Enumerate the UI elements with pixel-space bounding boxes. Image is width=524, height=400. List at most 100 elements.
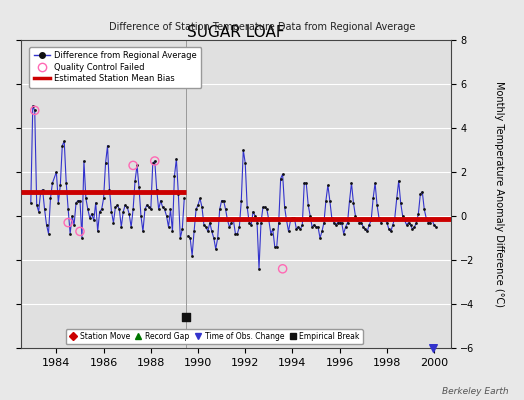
Point <box>414 210 422 217</box>
Point <box>113 202 122 208</box>
Point <box>322 198 330 204</box>
Point <box>45 230 53 237</box>
Point <box>280 204 289 210</box>
Point <box>143 202 151 208</box>
Point <box>353 217 362 224</box>
Point <box>223 217 232 224</box>
Point <box>85 215 94 222</box>
Point <box>257 219 265 226</box>
Point <box>355 219 364 226</box>
Text: Berkeley Earth: Berkeley Earth <box>442 387 508 396</box>
Point <box>429 345 437 351</box>
Point <box>37 189 45 195</box>
Point <box>314 224 322 230</box>
Point <box>62 180 70 186</box>
Point <box>137 213 145 219</box>
Point <box>40 206 49 213</box>
Point <box>35 208 43 215</box>
Point <box>76 198 84 204</box>
Point <box>64 219 72 226</box>
Point <box>332 222 340 228</box>
Point <box>330 219 338 226</box>
Point <box>347 180 356 186</box>
Point <box>300 180 309 186</box>
Point <box>359 224 367 230</box>
Point <box>56 182 64 188</box>
Point <box>286 217 294 224</box>
Point <box>93 228 102 234</box>
Point <box>294 224 302 230</box>
Point <box>121 202 129 208</box>
Point <box>186 235 194 241</box>
Point <box>416 191 424 197</box>
Point <box>379 217 387 224</box>
Point <box>385 226 393 232</box>
Point <box>101 160 110 166</box>
Point <box>64 206 72 213</box>
Point <box>383 219 391 226</box>
Point <box>363 228 372 234</box>
Point <box>245 219 254 226</box>
Point <box>369 195 377 202</box>
Point <box>141 206 149 213</box>
Point <box>48 180 57 186</box>
Point <box>54 200 62 206</box>
Point <box>430 222 438 228</box>
Point <box>247 222 255 228</box>
Point <box>375 215 383 222</box>
Point <box>200 222 208 228</box>
Point <box>150 158 159 164</box>
Point <box>58 142 67 149</box>
Point <box>405 219 413 226</box>
Point <box>157 198 165 204</box>
Point <box>306 213 314 219</box>
Point <box>127 224 135 230</box>
Point <box>397 200 405 206</box>
Point <box>371 180 379 186</box>
Point <box>225 224 234 230</box>
Point <box>365 222 374 228</box>
Point <box>418 189 427 195</box>
Point <box>432 224 440 230</box>
Point <box>251 213 259 219</box>
Point <box>296 226 304 232</box>
Legend: Station Move, Record Gap, Time of Obs. Change, Empirical Break: Station Move, Record Gap, Time of Obs. C… <box>66 329 363 344</box>
Point <box>196 195 204 202</box>
Point <box>377 219 385 226</box>
Point <box>150 158 159 164</box>
Point <box>42 222 51 228</box>
Point <box>270 244 279 250</box>
Title: SUGAR LOAF: SUGAR LOAF <box>187 25 285 40</box>
Point <box>103 142 112 149</box>
Point <box>60 138 69 144</box>
Point <box>310 222 318 228</box>
Point <box>420 206 429 213</box>
Point <box>345 198 354 204</box>
Point <box>78 235 86 241</box>
Point <box>129 206 137 213</box>
Point <box>131 178 139 184</box>
Point <box>275 219 283 226</box>
Point <box>285 228 293 234</box>
Point <box>97 206 106 213</box>
Point <box>202 224 210 230</box>
Point <box>125 210 133 217</box>
Point <box>117 224 125 230</box>
Point <box>149 160 157 166</box>
Point <box>213 235 222 241</box>
Point <box>162 213 171 219</box>
Point <box>190 228 198 234</box>
Point <box>340 230 348 237</box>
Point <box>174 191 182 197</box>
Point <box>233 230 242 237</box>
Point <box>277 175 285 182</box>
Text: Difference of Station Temperature Data from Regional Average: Difference of Station Temperature Data f… <box>109 22 415 32</box>
Point <box>426 219 434 226</box>
Point <box>166 206 174 213</box>
Point <box>92 200 100 206</box>
Point <box>292 226 301 232</box>
Point <box>198 204 206 210</box>
Point <box>29 103 37 109</box>
Point <box>46 195 54 202</box>
Point <box>182 314 190 320</box>
